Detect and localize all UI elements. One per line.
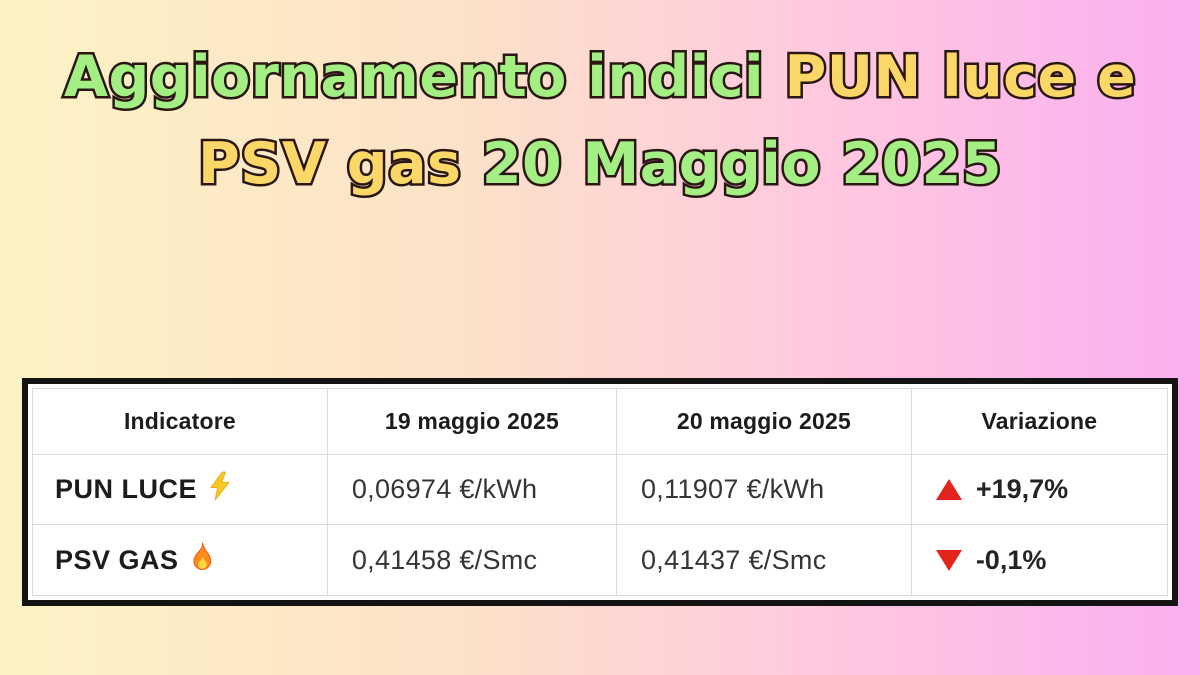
column-header-20-maggio: 20 maggio 2025 <box>616 389 912 455</box>
fire-icon <box>189 542 215 579</box>
lightning-icon <box>207 471 233 508</box>
indicator-label: PSV GAS <box>55 544 179 575</box>
indices-table: Indicatore 19 maggio 2025 20 maggio 2025… <box>32 388 1168 596</box>
column-header-19-maggio: 19 maggio 2025 <box>327 389 617 455</box>
title-line-2: PSV gas 20 Maggio 2025 <box>0 121 1200 208</box>
psv-gas-curr-value: 0,41437 €/Smc <box>617 525 912 595</box>
title-segment-green: 20 Maggio 2025 <box>479 128 1004 199</box>
indices-table-frame: Indicatore 19 maggio 2025 20 maggio 2025… <box>22 378 1178 606</box>
title-segment-green: Aggiornamento indici <box>61 42 766 113</box>
page-title: Aggiornamento indici PUN luce e PSV gas … <box>0 34 1200 207</box>
psv-gas-prev-value: 0,41458 €/Smc <box>328 525 617 595</box>
table-row-psv-gas-indicator: PSV GAS <box>33 525 328 595</box>
variation-value: +19,7% <box>975 474 1069 504</box>
pun-luce-prev-value: 0,06974 €/kWh <box>327 455 617 525</box>
pun-luce-curr-value: 0,11907 €/kWh <box>616 455 912 525</box>
variation-value: -0,1% <box>975 544 1047 575</box>
indicator-label: PUN LUCE <box>55 474 198 504</box>
column-header-indicatore: Indicatore <box>33 389 328 455</box>
psv-gas-variation-cell: -0,1% <box>912 525 1167 595</box>
up-triangle-icon <box>935 479 962 500</box>
pun-luce-variation-cell: +19,7% <box>911 455 1167 525</box>
title-segment-yellow: PUN luce e <box>782 42 1138 113</box>
table-row-pun-luce-indicator: PUN LUCE <box>33 455 328 525</box>
down-triangle-icon <box>935 549 962 571</box>
column-header-variazione: Variazione <box>911 389 1167 455</box>
title-segment-yellow: PSV gas <box>195 128 463 199</box>
title-line-1: Aggiornamento indici PUN luce e <box>0 34 1200 121</box>
